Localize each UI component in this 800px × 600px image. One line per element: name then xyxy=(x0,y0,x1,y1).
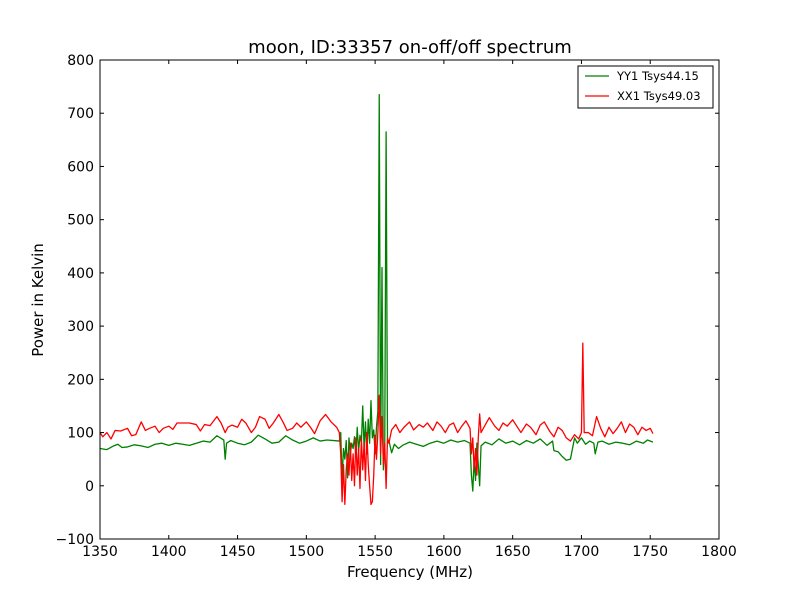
legend-label-xx1: XX1 Tsys49.03 xyxy=(617,89,701,103)
x-tick-label: 1450 xyxy=(220,544,256,560)
x-tick-label: 1400 xyxy=(151,544,187,560)
axis-layer: 1350 1400 1450 1500 1550 1600 1650 1700 1750 1800… xyxy=(56,53,737,560)
y-tick-label: 700 xyxy=(67,106,94,122)
y-axis-title: Power in Kelvin xyxy=(29,243,47,357)
y-tick-label: 400 xyxy=(67,266,94,282)
legend-label-yy1: YY1 Tsys44.15 xyxy=(616,69,699,83)
x-tick-label: 1600 xyxy=(426,544,462,560)
y-tick-label: 100 xyxy=(67,426,94,442)
x-tick-label: 1700 xyxy=(564,544,600,560)
x-tick-label: 1350 xyxy=(82,544,118,560)
y-tick-label: 200 xyxy=(67,372,94,388)
plot-frame xyxy=(99,59,720,540)
y-tick-label: 300 xyxy=(67,319,94,335)
x-axis-title: Frequency (MHz) xyxy=(347,563,473,581)
y-tick-label: 800 xyxy=(67,53,94,69)
y-tick-label: 0 xyxy=(85,479,94,495)
x-tick-label: 1500 xyxy=(289,544,325,560)
x-tick-label: 1550 xyxy=(357,544,393,560)
plot-layer xyxy=(100,93,654,506)
series-line-xx1 xyxy=(100,342,654,506)
x-tick-label: 1750 xyxy=(632,544,668,560)
legend: YY1 Tsys44.15 XX1 Tsys49.03 xyxy=(577,65,714,109)
chart-title: moon, ID:33357 on-off/off spectrum xyxy=(248,37,572,58)
legend-box xyxy=(577,65,714,109)
y-tick-label: −100 xyxy=(56,532,94,548)
y-tick-label: 500 xyxy=(67,213,94,229)
x-tick-label: 1800 xyxy=(701,544,737,560)
x-tick-label: 1650 xyxy=(495,544,531,560)
y-tick-label: 600 xyxy=(67,159,94,175)
